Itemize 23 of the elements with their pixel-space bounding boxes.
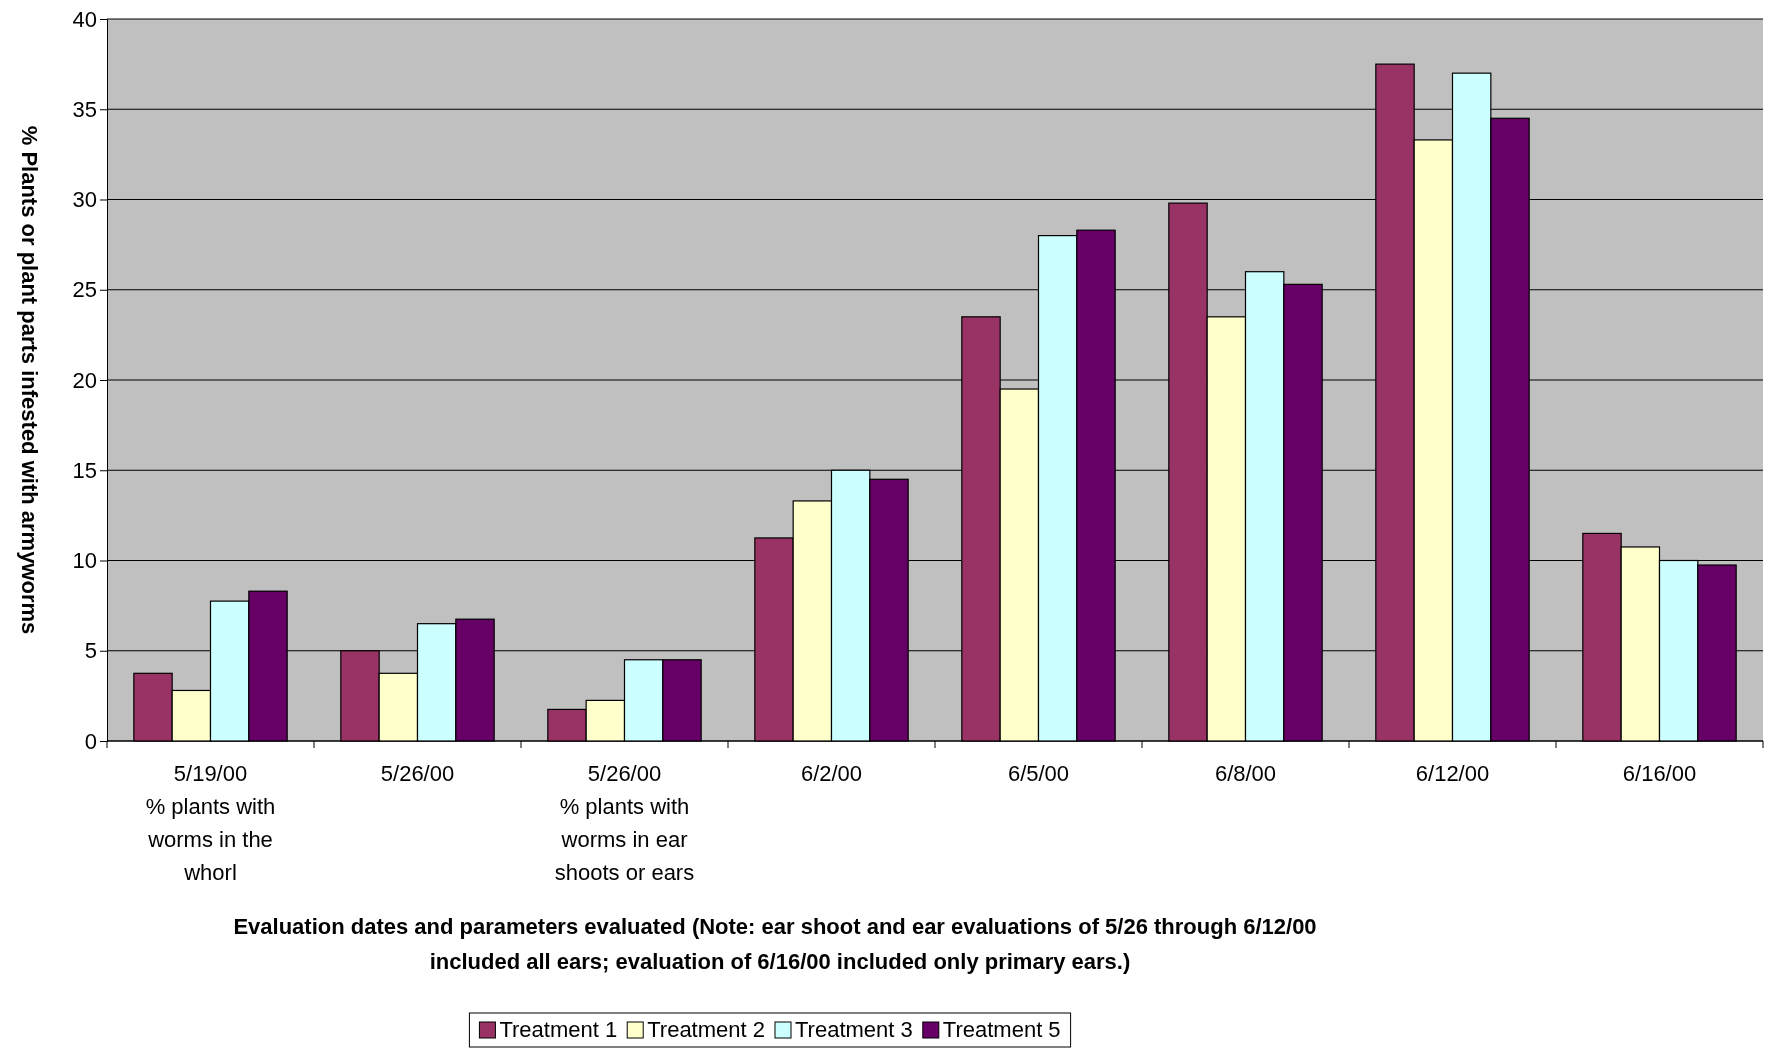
x-tick-label: 6/16/00 [1622,761,1697,786]
x-tick-label: 5/19/00 % plants with worms in the whorl [145,761,276,885]
legend-label: Treatment 2 [647,1017,765,1042]
y-tick-label: 30 [72,187,97,213]
legend-label: Treatment 5 [942,1017,1061,1042]
legend-label: Treatment 3 [795,1017,913,1042]
y-tick-label: 20 [72,367,97,393]
legend-label: Treatment 1 [499,1017,618,1042]
x-tick-label: 6/2/00 [800,761,863,786]
y-tick-label: 10 [72,548,97,574]
y-tick-label: 0 [84,728,97,754]
x-axis-title: Evaluation dates and parameters evaluated (Note: ear shoot and ear evaluations of 5/26 through 6/12/00 included all ears; evaluation of 6/16/00 included only primary ears.) [233,914,1317,974]
x-tick-label: 5/26/00 [380,761,455,786]
x-tick-label: 6/8/00 [1214,761,1277,786]
x-tick-label: 6/12/00 [1415,761,1490,786]
x-tick-label: 6/5/00 [1007,761,1070,786]
y-tick-label: 25 [72,277,97,303]
y-tick-label: 5 [84,638,97,664]
y-tick-label: 35 [72,96,97,122]
y-tick-label: 15 [72,457,97,483]
x-tick-label: 5/26/00 % plants with worms in ear shoots or ears [554,761,695,885]
y-tick-label: 40 [72,6,97,32]
y-axis-title: % Plants or plant parts infested with armyworms [17,125,42,635]
